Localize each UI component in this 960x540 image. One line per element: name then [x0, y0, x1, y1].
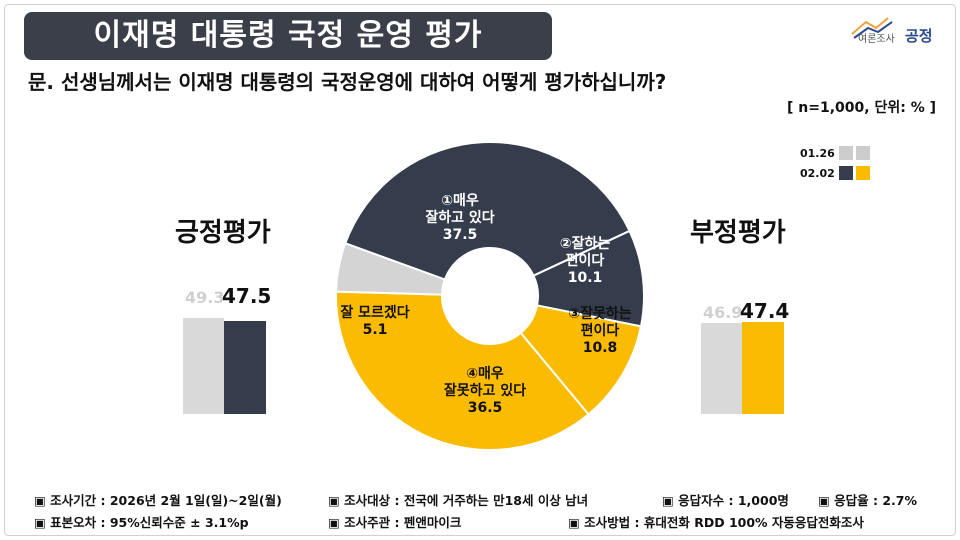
legend-item-curr: 02.02 [800, 163, 870, 183]
footer-error: ▣ 표본오차 : 95%신뢰수준 ± 3.1%p [34, 515, 249, 530]
donut-slice-label: 잘 모르겠다 5.1 [340, 304, 409, 338]
legend-swatch-curr-negative [856, 166, 870, 180]
donut-slice-value: 10.1 [568, 270, 603, 286]
donut-slice [519, 304, 643, 416]
positive-prev-bar [183, 317, 224, 414]
legend-swatch-prev-negative [856, 146, 870, 160]
footer-period: ▣ 조사기간 : 2026년 2월 1일(일)~2일(월) [34, 493, 282, 508]
logo-small-text: 여론조사 [858, 34, 895, 45]
negative-curr-value: 47.4 [740, 299, 790, 323]
donut-slice-value: 10.8 [583, 340, 618, 356]
legend-swatch-prev-positive [839, 146, 853, 160]
footer-method: ▣ 조사방법 : 휴대전화 RDD 100% 자동응답전화조사 [568, 515, 864, 530]
positive-curr-bar [224, 321, 266, 414]
slide-title: 이재명 대통령 국정 운영 평가 [24, 12, 552, 60]
legend: 01.26 02.02 [800, 143, 870, 183]
footer-respondents: ▣ 응답자수 : 1,000명 [662, 493, 789, 508]
negative-prev-bar [701, 322, 742, 414]
donut-slice-label: ③잘못하는 편이다 10.8 [568, 305, 631, 356]
positive-prev-value: 49.3 [185, 288, 225, 307]
donut-slice-label: ①매우 잘하고 있다 37.5 [425, 193, 494, 243]
footer-target: ▣ 조사대상 : 전국에 거주하는 만18세 이상 남녀 [328, 493, 589, 508]
legend-item-prev: 01.26 [800, 143, 870, 163]
donut-slice-value: 5.1 [363, 322, 388, 338]
donut-slice-text: 잘못하고 있다 [444, 382, 526, 399]
negative-prev-value: 46.9 [703, 303, 743, 322]
positive-title: 긍정평가 [175, 218, 271, 248]
donut-slice-text: 잘 모르겠다 [340, 304, 409, 321]
sample-note: [ n=1,000, 단위: % ] [787, 100, 936, 116]
donut-slice-text: ④매우 [466, 366, 504, 382]
positive-curr-value: 47.5 [222, 284, 272, 308]
legend-label-prev: 01.26 [800, 146, 835, 160]
donut-slice [335, 242, 447, 296]
logo-graphic [851, 17, 893, 39]
donut-slice-text: ③잘못하는 [568, 305, 631, 322]
donut-slice-label: ④매우 잘못하고 있다 36.5 [444, 366, 526, 416]
slide-frame [4, 4, 956, 536]
footer-organizer: ▣ 조사주관 : 펜앤마이크 [328, 515, 462, 530]
donut-slice [335, 290, 590, 451]
donut-slice-value: 37.5 [443, 227, 478, 243]
donut-slice-text: 편이다 [566, 252, 605, 269]
donut-slice-label: ②잘하는 편이다 10.1 [560, 235, 611, 286]
donut-slice-text: 편이다 [581, 322, 620, 339]
donut-slice-text: ①매우 [441, 193, 479, 209]
donut-slice-text: ②잘하는 [560, 235, 611, 252]
negative-curr-bar [742, 321, 784, 414]
footer-response-rate: ▣ 응답율 : 2.7% [818, 493, 918, 508]
donut-slice [344, 141, 631, 281]
survey-question: 문. 선생님께서는 이재명 대통령의 국정운영에 대하여 어떻게 평가하십니까? [28, 70, 667, 94]
legend-swatch-curr-positive [839, 166, 853, 180]
donut-slice-value: 36.5 [468, 400, 503, 416]
negative-title: 부정평가 [690, 218, 786, 248]
donut-slice-text: 잘하고 있다 [425, 209, 494, 226]
legend-label-curr: 02.02 [800, 166, 835, 180]
logo-brand-text: 공정 [905, 27, 933, 45]
